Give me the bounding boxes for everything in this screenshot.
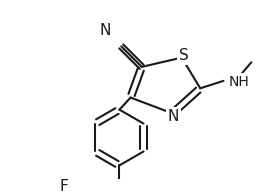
Text: F: F	[59, 179, 68, 193]
Text: NH: NH	[229, 75, 250, 89]
Text: N: N	[100, 23, 111, 38]
Text: N: N	[168, 109, 179, 124]
Text: S: S	[179, 48, 189, 63]
